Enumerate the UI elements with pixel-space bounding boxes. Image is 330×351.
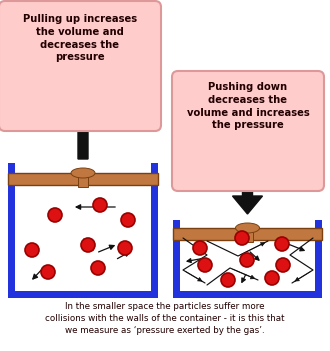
Circle shape (276, 258, 290, 272)
Circle shape (198, 258, 212, 272)
Bar (173, 291, 322, 298)
Circle shape (25, 243, 39, 257)
Bar (8, 163, 15, 298)
Bar (173, 220, 180, 298)
FancyArrow shape (68, 65, 98, 159)
FancyBboxPatch shape (0, 1, 161, 131)
Ellipse shape (236, 223, 259, 233)
FancyBboxPatch shape (172, 71, 324, 191)
Text: Pushing down
decreases the
volume and increases
the pressure: Pushing down decreases the volume and in… (187, 82, 310, 131)
Circle shape (265, 271, 279, 285)
Circle shape (48, 208, 62, 222)
Circle shape (193, 241, 207, 255)
Text: Pulling up increases
the volume and
decreases the
pressure: Pulling up increases the volume and decr… (23, 14, 137, 62)
Circle shape (235, 231, 249, 245)
Circle shape (93, 198, 107, 212)
Circle shape (121, 213, 135, 227)
Circle shape (221, 273, 235, 287)
Bar (315, 220, 322, 298)
Bar (173, 228, 322, 240)
Circle shape (41, 265, 55, 279)
Ellipse shape (71, 168, 95, 178)
Bar (8, 291, 158, 298)
Bar (78, 173, 88, 187)
Circle shape (118, 241, 132, 255)
Bar (8, 173, 158, 185)
Circle shape (81, 238, 95, 252)
Text: In the smaller space the particles suffer more
collisions with the walls of the : In the smaller space the particles suffe… (45, 302, 285, 335)
Circle shape (275, 237, 289, 251)
Bar (151, 163, 158, 298)
Circle shape (91, 261, 105, 275)
FancyArrow shape (233, 115, 262, 214)
Circle shape (240, 253, 254, 267)
Bar (243, 228, 252, 242)
